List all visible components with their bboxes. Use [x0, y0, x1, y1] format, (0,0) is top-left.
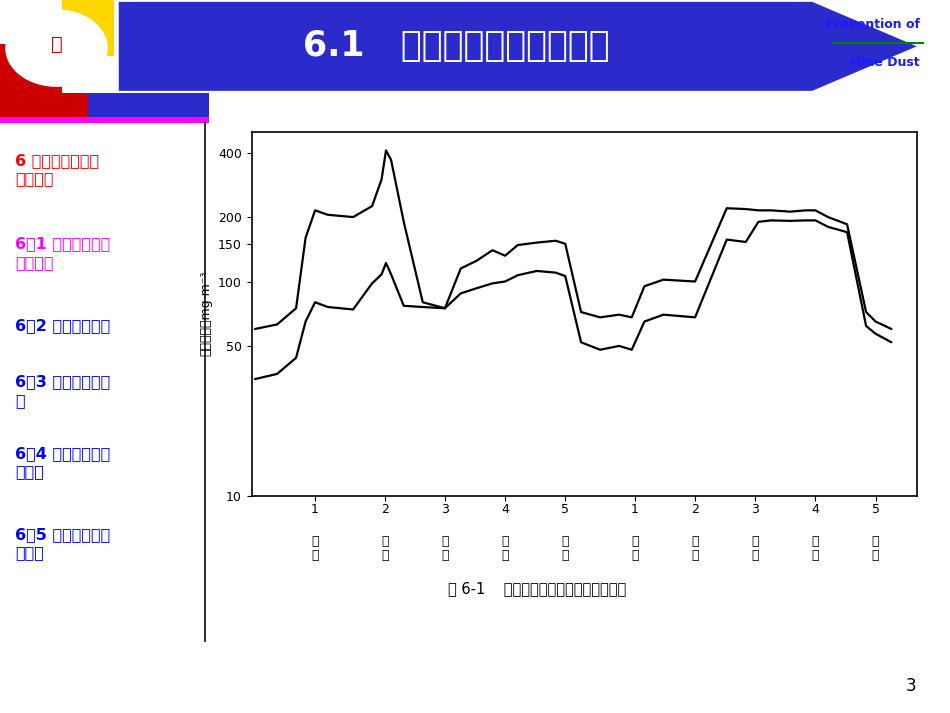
- Text: 6．4 炮采工作面综
合防尘: 6．4 炮采工作面综 合防尘: [15, 446, 110, 479]
- Text: 6．2 煤层注水防尘: 6．2 煤层注水防尘: [15, 318, 110, 333]
- Y-axis label: 粉尘浓度／mg·m⁻³: 粉尘浓度／mg·m⁻³: [200, 271, 213, 356]
- Bar: [0, 44, 62, 93]
- Text: 出
煤: 出 煤: [872, 535, 880, 562]
- Text: Prevention of: Prevention of: [825, 18, 920, 31]
- Text: 爆
破: 爆 破: [751, 535, 759, 562]
- Text: 打
眼: 打 眼: [312, 535, 319, 562]
- Bar: [62, 0, 114, 56]
- Text: 6.1   采煤工作面粉尘的产生: 6.1 采煤工作面粉尘的产生: [303, 29, 609, 63]
- Polygon shape: [119, 2, 917, 91]
- Text: 出
煤: 出 煤: [502, 535, 509, 562]
- Text: 支
护: 支 护: [441, 535, 448, 562]
- Text: 矿: 矿: [50, 34, 63, 53]
- Bar: [0, 93, 87, 118]
- Text: 移
溜: 移 溜: [561, 535, 569, 562]
- Text: 6 采煤工作面综合
防尘技术: 6 采煤工作面综合 防尘技术: [15, 153, 100, 187]
- Text: 支
护: 支 护: [811, 535, 819, 562]
- Text: 6．3 采空区灘水防
尘: 6．3 采空区灘水防 尘: [15, 374, 110, 408]
- Text: 图 6-1    炮采工作面各工序粉尘浓度分布: 图 6-1 炮采工作面各工序粉尘浓度分布: [447, 580, 626, 596]
- Text: Mine Dust: Mine Dust: [849, 56, 920, 68]
- Text: 爆
破: 爆 破: [381, 535, 389, 562]
- Text: 6．1 采煤工作面粉
尘的产生: 6．1 采煤工作面粉 尘的产生: [15, 237, 110, 270]
- Circle shape: [7, 11, 106, 86]
- Text: 装
药: 装 药: [692, 535, 699, 562]
- Bar: [87, 93, 209, 118]
- Text: 打
眼: 打 眼: [631, 535, 638, 562]
- Text: 6．5 机采工作面综
合防尘: 6．5 机采工作面综 合防尘: [15, 527, 110, 560]
- Text: 3: 3: [906, 677, 917, 695]
